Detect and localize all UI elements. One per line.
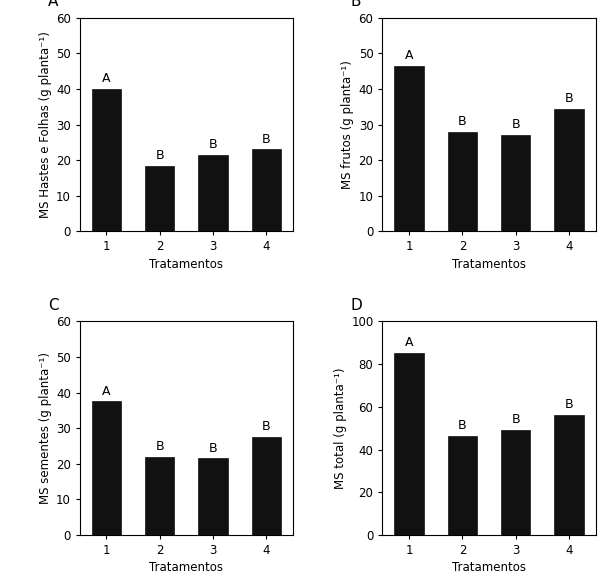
Bar — [145, 457, 174, 535]
Bar — [501, 135, 530, 232]
Text: A: A — [102, 385, 111, 397]
Bar — [198, 155, 228, 232]
Text: A: A — [405, 49, 413, 62]
Y-axis label: MS Hastes e Folhas (g planta⁻¹): MS Hastes e Folhas (g planta⁻¹) — [39, 31, 52, 218]
Y-axis label: MS frutos (g planta⁻¹): MS frutos (g planta⁻¹) — [341, 60, 354, 189]
Y-axis label: MS total (g planta⁻¹): MS total (g planta⁻¹) — [334, 368, 347, 489]
Bar — [501, 430, 530, 535]
X-axis label: Tratamentos: Tratamentos — [452, 258, 526, 270]
Text: B: B — [458, 115, 467, 128]
Bar — [92, 402, 121, 535]
Text: B: B — [262, 133, 271, 146]
Bar — [554, 415, 583, 535]
Bar — [92, 89, 121, 232]
Text: B: B — [155, 149, 164, 162]
Bar — [394, 353, 424, 535]
Text: A: A — [102, 72, 111, 85]
Text: B: B — [565, 92, 573, 105]
Text: A: A — [48, 0, 58, 9]
Bar — [448, 132, 477, 232]
Bar — [448, 436, 477, 535]
Bar — [394, 66, 424, 232]
Text: B: B — [209, 442, 217, 455]
Text: A: A — [405, 336, 413, 349]
Text: C: C — [48, 298, 58, 313]
Text: B: B — [511, 413, 520, 426]
Bar — [198, 459, 228, 535]
Text: B: B — [458, 419, 467, 432]
Text: B: B — [565, 399, 573, 412]
Text: B: B — [511, 118, 520, 131]
X-axis label: Tratamentos: Tratamentos — [452, 562, 526, 574]
Y-axis label: MS sementes (g planta⁻¹): MS sementes (g planta⁻¹) — [39, 352, 52, 504]
Bar — [252, 149, 281, 232]
Text: D: D — [351, 298, 362, 313]
Bar — [554, 109, 583, 232]
Text: B: B — [155, 440, 164, 453]
X-axis label: Tratamentos: Tratamentos — [149, 562, 223, 574]
Bar — [252, 437, 281, 535]
X-axis label: Tratamentos: Tratamentos — [149, 258, 223, 270]
Text: B: B — [262, 420, 271, 433]
Bar — [145, 166, 174, 232]
Text: B: B — [351, 0, 361, 9]
Text: B: B — [209, 138, 217, 151]
